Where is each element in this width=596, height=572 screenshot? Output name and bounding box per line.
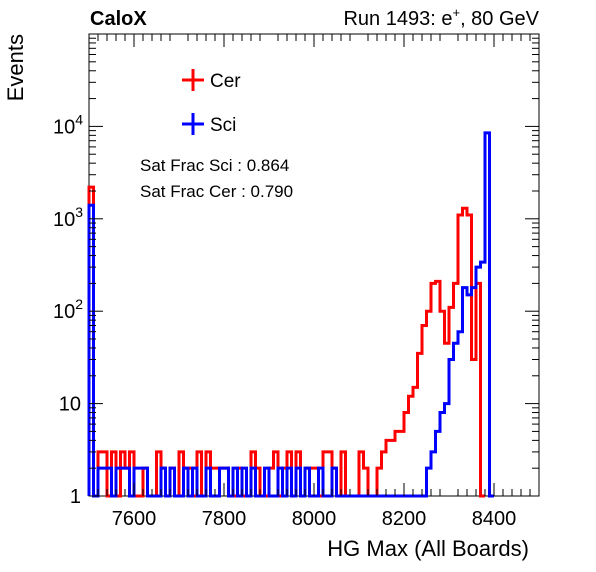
y-tick-exponent: 4 <box>75 111 83 127</box>
y-tick-label: 103 <box>53 204 83 231</box>
stats-box: Sat Frac Sci : 0.864 Sat Frac Cer : 0.79… <box>132 150 332 208</box>
y-tick-label: 102 <box>53 296 83 323</box>
x-tick-label: 8000 <box>292 508 337 530</box>
stat-cer-fraction: Sat Frac Cer : 0.790 <box>140 182 293 201</box>
y-tick-exponent: 3 <box>75 204 83 220</box>
y-tick-base: 10 <box>53 116 75 138</box>
legend-entry-cer: Cer <box>182 69 241 92</box>
x-tick-label: 8400 <box>472 508 517 530</box>
y-tick-label: 1 <box>70 486 81 508</box>
legend: Cer Sci <box>182 69 241 136</box>
x-tick-label: 8200 <box>382 508 427 530</box>
run-label-sup: + <box>452 5 460 20</box>
stats-box-bg <box>132 150 332 208</box>
stat-sci-fraction: Sat Frac Sci : 0.864 <box>140 156 289 175</box>
series-cer-line <box>87 185 485 498</box>
y-tick-base: 10 <box>53 301 75 323</box>
legend-cer-label: Cer <box>210 71 241 92</box>
run-label: Run 1493: e+, 80 GeV <box>343 5 539 30</box>
run-label-suffix: , 80 GeV <box>460 8 540 30</box>
legend-sci-label: Sci <box>210 115 236 136</box>
y-tick-exponent: 2 <box>75 296 83 312</box>
y-tick-label: 104 <box>53 111 83 138</box>
y-tick-base: 10 <box>53 209 75 231</box>
legend-entry-sci: Sci <box>182 113 236 136</box>
experiment-label: CaloX <box>90 8 147 30</box>
x-tick-label: 7600 <box>112 508 157 530</box>
y-tick-label: 10 <box>59 394 81 416</box>
x-tick-label: 7800 <box>202 508 247 530</box>
y-axis-label: Events <box>3 34 28 101</box>
run-label-main: Run 1493: e <box>343 8 452 30</box>
x-axis-label: HG Max (All Boards) <box>327 536 529 561</box>
